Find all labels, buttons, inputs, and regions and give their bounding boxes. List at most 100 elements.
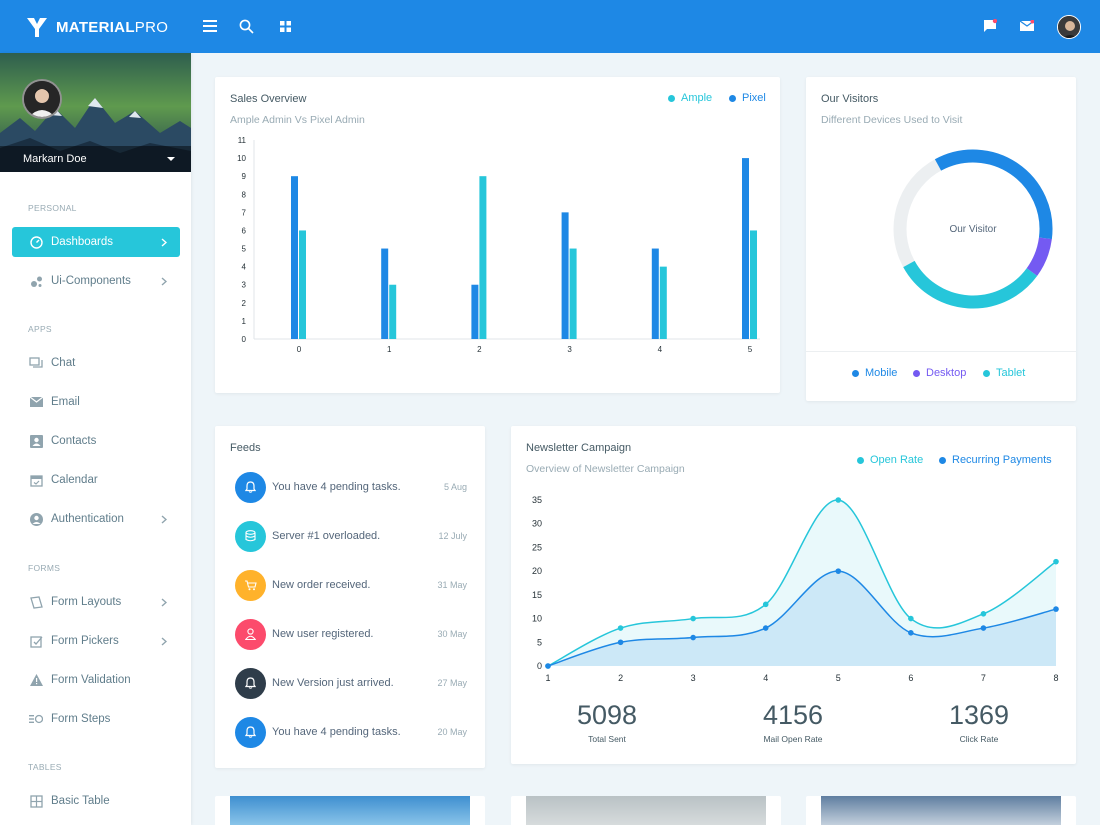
stat-label: Click Rate bbox=[959, 734, 999, 744]
legend-tablet: Tablet bbox=[983, 367, 1025, 379]
feed-item[interactable]: New user registered. 30 May bbox=[235, 618, 467, 650]
card-subtitle: Overview of Newsletter Campaign bbox=[526, 463, 685, 475]
data-point bbox=[980, 625, 987, 631]
y-tick-label: 11 bbox=[238, 136, 247, 145]
sidebar-item-label: Calendar bbox=[51, 474, 98, 486]
brand-name-thin: PRO bbox=[134, 18, 169, 36]
area-fill-0 bbox=[548, 499, 1056, 666]
search-icon[interactable] bbox=[236, 16, 256, 36]
feed-text: New user registered. bbox=[272, 628, 374, 640]
y-tick-label: 30 bbox=[532, 519, 542, 529]
feed-date: 20 May bbox=[437, 727, 467, 737]
sidebar-item-chat[interactable]: Chat bbox=[12, 348, 180, 378]
donut-slice-desktop bbox=[1026, 237, 1052, 276]
blog-card-image bbox=[821, 796, 1061, 825]
card-subtitle: Ample Admin Vs Pixel Admin bbox=[230, 114, 365, 126]
card-title: Sales Overview bbox=[230, 93, 307, 105]
feed-item[interactable]: Server #1 overloaded. 12 July bbox=[235, 520, 467, 552]
sidebar-item-form-steps[interactable]: Form Steps bbox=[12, 704, 180, 734]
legend-label: Recurring Payments bbox=[952, 454, 1052, 466]
sales-bar-chart: 0 1 2 3 4 5 6 7 8 9 10 11 0 1 2 3 4 5 bbox=[237, 136, 760, 354]
y-tick-label: 6 bbox=[242, 226, 247, 235]
feed-text: You have 4 pending tasks. bbox=[272, 481, 401, 493]
feed-item[interactable]: New order received. 31 May bbox=[235, 569, 467, 601]
sidebar-item-authentication[interactable]: Authentication bbox=[12, 504, 180, 534]
feed-item[interactable]: You have 4 pending tasks. 20 May bbox=[235, 716, 467, 748]
bar-pixel bbox=[389, 284, 397, 339]
sidebar-item-label: Ui-Components bbox=[51, 275, 131, 287]
feed-date: 5 Aug bbox=[443, 482, 467, 492]
visitors-card: Our Visitors Different Devices Used to V… bbox=[806, 77, 1076, 401]
x-tick-label: 8 bbox=[1053, 673, 1058, 683]
bar-ample bbox=[291, 176, 298, 339]
legend-dot bbox=[729, 94, 736, 102]
feed-date: 30 May bbox=[437, 629, 467, 639]
bell-icon bbox=[235, 667, 266, 699]
legend-recurring-payments: Recurring Payments bbox=[939, 454, 1052, 466]
sidebar-item-label: Basic Table bbox=[51, 795, 110, 807]
x-tick-label: 3 bbox=[567, 345, 572, 354]
chat-icon bbox=[29, 356, 43, 370]
y-tick-label: 25 bbox=[532, 542, 542, 552]
brand-logo[interactable]: MATERIALPRO bbox=[26, 16, 168, 38]
sidebar-item-ui-components[interactable]: Ui-Components bbox=[12, 266, 180, 296]
blog-card[interactable] bbox=[806, 796, 1076, 825]
user-avatar[interactable] bbox=[1057, 15, 1081, 39]
chevron-right-icon bbox=[158, 635, 170, 647]
blog-card-image bbox=[526, 796, 766, 825]
blog-card-image bbox=[230, 796, 470, 825]
contacts-icon bbox=[29, 434, 43, 448]
feed-date: 12 July bbox=[438, 531, 467, 541]
profile-name-bar[interactable] bbox=[0, 146, 191, 172]
sidebar-item-form-layouts[interactable]: Form Layouts bbox=[12, 587, 180, 617]
sidebar-item-basic-table[interactable]: Basic Table bbox=[12, 786, 180, 816]
y-tick-label: 1 bbox=[242, 317, 247, 326]
sidebar-item-calendar[interactable]: Calendar bbox=[12, 465, 180, 495]
area-fill-1 bbox=[548, 571, 1056, 666]
profile-avatar[interactable] bbox=[22, 79, 62, 119]
sales-overview-card: Sales Overview Ample Admin Vs Pixel Admi… bbox=[215, 77, 780, 393]
legend-label: Open Rate bbox=[870, 454, 924, 466]
grid-icon[interactable] bbox=[275, 16, 295, 36]
legend-dot bbox=[668, 94, 675, 102]
chevron-down-icon[interactable] bbox=[167, 157, 175, 161]
feed-item[interactable]: New Version just arrived. 27 May bbox=[235, 667, 467, 699]
legend-label: Mobile bbox=[865, 367, 898, 379]
y-tick-label: 8 bbox=[242, 190, 247, 199]
sidebar-item-email[interactable]: Email bbox=[12, 387, 180, 417]
sidebar-item-label: Authentication bbox=[51, 513, 124, 525]
x-tick-label: 2 bbox=[618, 673, 623, 683]
x-tick-label: 5 bbox=[748, 345, 753, 354]
dashboard-icon bbox=[29, 235, 43, 249]
stat-value: 4156 bbox=[762, 700, 824, 730]
topbar: MATERIALPRO bbox=[0, 0, 1100, 53]
x-tick-label: 2 bbox=[477, 345, 482, 354]
legend-mobile: Mobile bbox=[852, 367, 897, 379]
data-point bbox=[1053, 558, 1059, 565]
steps-icon bbox=[29, 712, 43, 726]
user-icon bbox=[235, 618, 266, 650]
message-icon[interactable] bbox=[980, 16, 1000, 36]
sidebar-item-label: Form Validation bbox=[51, 674, 131, 686]
sidebar-item-form-validation[interactable]: Form Validation bbox=[12, 665, 180, 695]
blog-card[interactable] bbox=[511, 796, 781, 825]
x-tick-label: 4 bbox=[763, 673, 768, 683]
menu-icon[interactable] bbox=[200, 16, 220, 36]
y-tick-label: 10 bbox=[237, 154, 246, 163]
feed-text: You have 4 pending tasks. bbox=[272, 726, 401, 738]
mail-icon[interactable] bbox=[1017, 16, 1037, 36]
y-tick-label: 0 bbox=[242, 335, 247, 344]
sidebar-item-form-pickers[interactable]: Form Pickers bbox=[12, 626, 180, 656]
divider bbox=[806, 351, 1076, 352]
chevron-right-icon bbox=[158, 275, 170, 287]
blog-card[interactable] bbox=[215, 796, 485, 825]
y-tick-label: 10 bbox=[532, 614, 542, 624]
feed-item[interactable]: You have 4 pending tasks. 5 Aug bbox=[235, 471, 467, 503]
logo-icon bbox=[27, 18, 47, 37]
sidebar-item-contacts[interactable]: Contacts bbox=[12, 426, 180, 456]
sidebar-item-dashboards[interactable]: Dashboards bbox=[12, 227, 180, 257]
newsletter-area-chart: 0 5 10 15 20 25 30 35 1 2 3 4 5 6 7 8 bbox=[532, 495, 1059, 683]
feeds-card: Feeds You have 4 pending tasks. 5 Aug Se… bbox=[215, 426, 485, 768]
chevron-right-icon bbox=[158, 236, 170, 248]
bar-pixel bbox=[299, 230, 306, 339]
